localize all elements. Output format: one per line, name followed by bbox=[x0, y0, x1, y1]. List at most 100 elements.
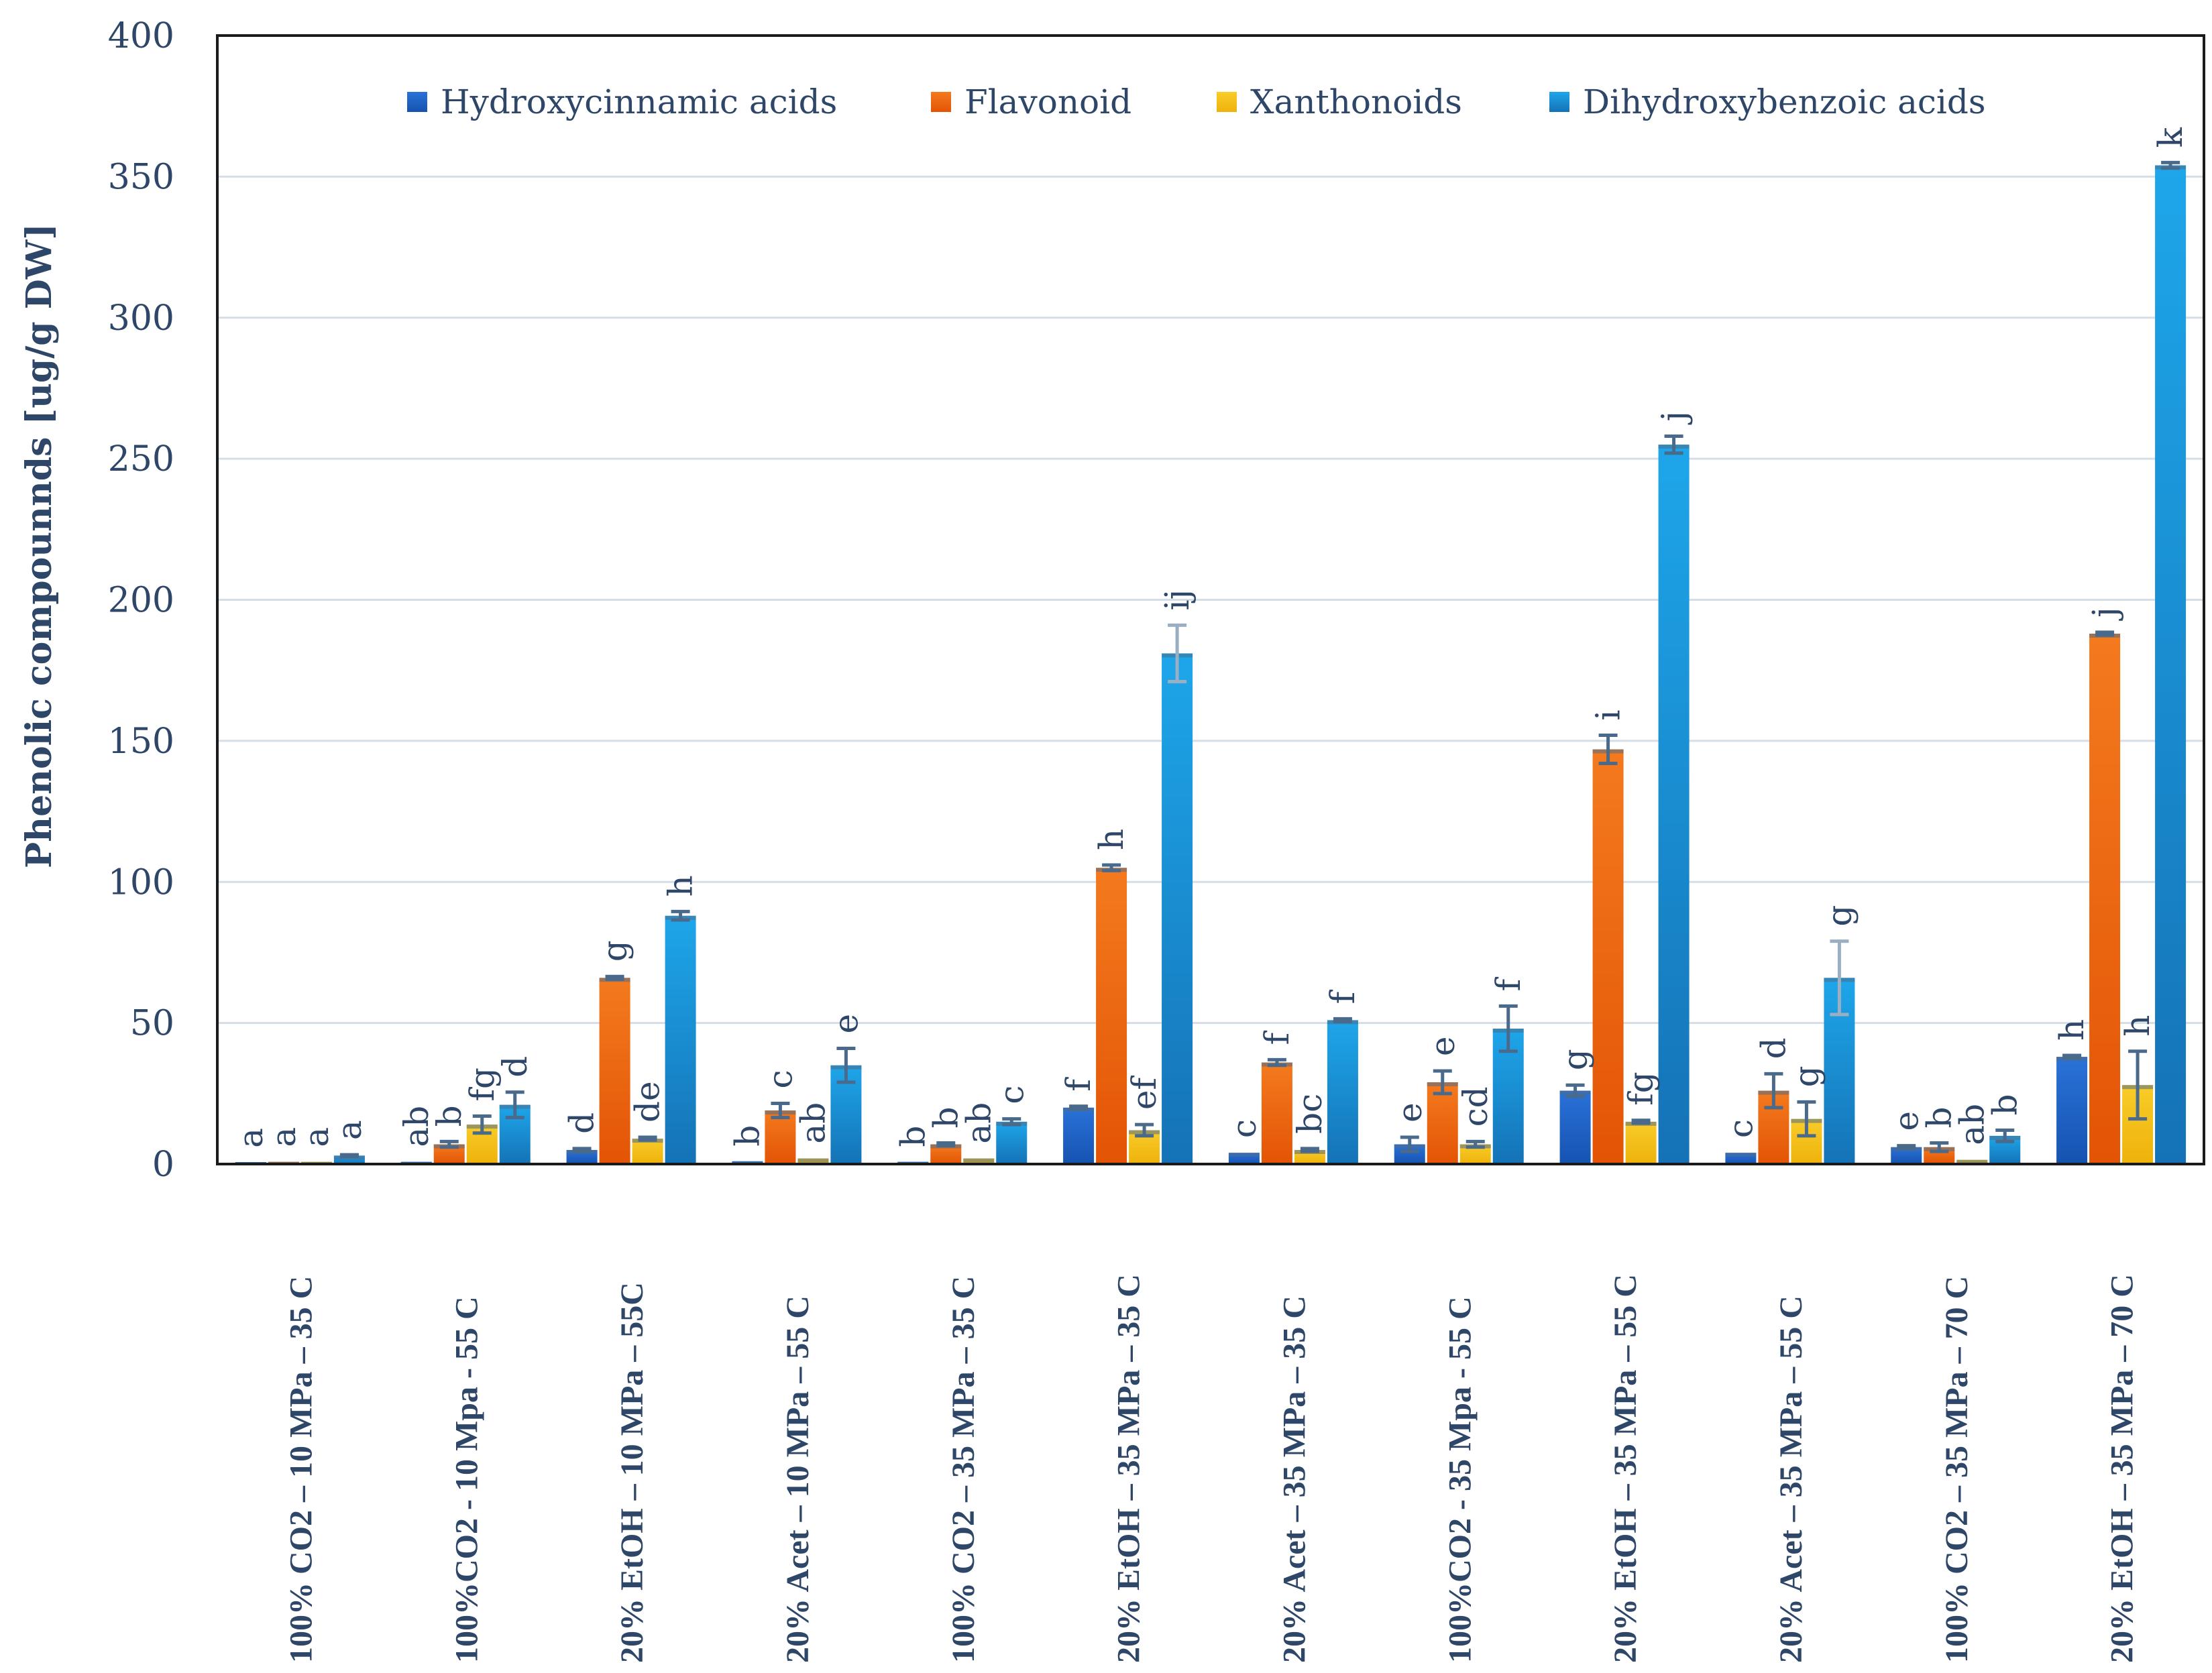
y-tick-label: 100 bbox=[108, 862, 174, 903]
y-tick-label: 350 bbox=[108, 157, 174, 197]
category-label: 100% CO2 – 35 MPa – 35 C bbox=[946, 1276, 981, 1663]
legend-label: Flavonoid bbox=[964, 82, 1131, 121]
significance-letter: h bbox=[661, 875, 700, 897]
significance-letter: ab bbox=[959, 1102, 998, 1144]
significance-letter: de bbox=[628, 1081, 667, 1122]
significance-letter: a bbox=[297, 1127, 336, 1147]
significance-letter: ef bbox=[1125, 1076, 1164, 1110]
category-label: 100%CO2 - 35 Mpa - 55 C bbox=[1442, 1296, 1478, 1663]
significance-letter: b bbox=[926, 1106, 965, 1128]
category-label: 100% CO2 – 35 MPa – 70 C bbox=[1939, 1276, 1975, 1663]
significance-letter: cd bbox=[1456, 1086, 1495, 1127]
y-tick-label: 0 bbox=[152, 1145, 174, 1185]
y-axis-label: Phenolic compounnds [ug/g DW] bbox=[19, 223, 60, 868]
significance-letter: c bbox=[1721, 1119, 1760, 1138]
bar bbox=[1658, 445, 1690, 1164]
significance-letter: e bbox=[1887, 1111, 1926, 1131]
significance-letter: g bbox=[1787, 1065, 1826, 1087]
y-tick-label: 300 bbox=[108, 298, 174, 339]
bar-top-cap bbox=[797, 1158, 829, 1163]
significance-letter: b bbox=[728, 1125, 767, 1147]
category-label: 20% Acet – 10 MPa – 55 C bbox=[780, 1295, 816, 1663]
significance-letter: b bbox=[893, 1126, 932, 1147]
category-label: 20% Acet – 35 MPa – 55 C bbox=[1773, 1295, 1809, 1663]
significance-letter: c bbox=[761, 1070, 799, 1089]
significance-letter: g bbox=[1820, 905, 1859, 927]
y-tick-label: 150 bbox=[108, 722, 174, 762]
significance-letter: fg bbox=[463, 1068, 502, 1102]
significance-letter: ab bbox=[397, 1106, 436, 1147]
bar bbox=[632, 1139, 663, 1164]
bar bbox=[665, 915, 696, 1164]
error-bars bbox=[339, 160, 2180, 1159]
legend-label: Xanthonoids bbox=[1250, 82, 1462, 121]
y-axis-ticks: 0 50 100 150 200 250 300 350 400 bbox=[108, 16, 174, 1185]
significance-letter: e bbox=[826, 1014, 865, 1034]
significance-letter: b bbox=[1920, 1106, 1958, 1128]
bar-top-cap bbox=[732, 1161, 763, 1164]
significance-letter: d bbox=[563, 1112, 602, 1134]
y-tick-label: 250 bbox=[108, 439, 174, 479]
bar bbox=[2056, 1057, 2088, 1164]
bar-top-cap bbox=[1228, 1153, 1260, 1157]
significance-letter: e bbox=[1390, 1102, 1429, 1122]
significance-letter: f bbox=[1323, 989, 1362, 1004]
legend-label: Hydroxycinnamic acids bbox=[441, 82, 837, 121]
legend-swatch bbox=[1217, 92, 1237, 112]
significance-letter: bc bbox=[1290, 1094, 1329, 1134]
x-axis-categories: 100% CO2 – 10 MPa – 35 C 100%CO2 - 10 Mpa… bbox=[283, 1274, 2140, 1663]
significance-letter: g bbox=[1556, 1049, 1595, 1070]
bar bbox=[765, 1110, 796, 1164]
category-label: 20% EtOH – 35 MPa – 55 C bbox=[1608, 1274, 1643, 1663]
significance-letter: ab bbox=[793, 1102, 832, 1144]
category-label: 20% EtOH – 10 MPa – 55C bbox=[614, 1282, 650, 1663]
bar-top-cap bbox=[1725, 1153, 1757, 1157]
significance-letter: h bbox=[2118, 1015, 2157, 1036]
bar bbox=[1427, 1082, 1458, 1164]
legend-label: Dihydroxybenzoic acids bbox=[1583, 82, 1986, 121]
significance-letter: j bbox=[2085, 607, 2124, 621]
gridlines bbox=[217, 175, 2204, 1165]
bar-top-cap bbox=[963, 1158, 995, 1163]
significance-letter: b bbox=[430, 1105, 469, 1127]
legend-swatch bbox=[407, 92, 427, 112]
significance-letter: f bbox=[1258, 1030, 1296, 1045]
category-label: 20% EtOH – 35 MPa – 35 C bbox=[1111, 1274, 1147, 1663]
significance-letter: a bbox=[264, 1127, 303, 1147]
bar bbox=[599, 978, 630, 1164]
bar bbox=[2155, 165, 2187, 1164]
bar bbox=[1261, 1062, 1292, 1164]
significance-letter: ab bbox=[1952, 1104, 1991, 1145]
significance-letter: a bbox=[231, 1128, 270, 1148]
significance-letter: i bbox=[1589, 709, 1628, 720]
significance-letter: k bbox=[2151, 127, 2190, 148]
bar bbox=[1559, 1090, 1591, 1164]
significance-letter: ij bbox=[1158, 589, 1197, 611]
bar bbox=[1625, 1121, 1657, 1164]
significance-letter: j bbox=[1655, 411, 1694, 425]
y-tick-label: 50 bbox=[130, 1004, 174, 1044]
bar bbox=[996, 1121, 1028, 1164]
significance-letter: g bbox=[596, 940, 634, 962]
y-tick-label: 400 bbox=[108, 16, 174, 56]
significance-letter: h bbox=[2052, 1019, 2091, 1041]
bar bbox=[1096, 868, 1127, 1164]
significance-letter: c bbox=[992, 1086, 1031, 1104]
significance-letter: c bbox=[1225, 1119, 1264, 1138]
significance-letter: d bbox=[496, 1056, 535, 1078]
bars bbox=[235, 165, 2187, 1164]
category-label: 100% CO2 – 10 MPa – 35 C bbox=[283, 1276, 319, 1663]
category-label: 100%CO2 - 10 Mpa - 55 C bbox=[449, 1296, 484, 1663]
significance-letter: h bbox=[1092, 829, 1131, 850]
plot-frame bbox=[216, 34, 2205, 1165]
bar bbox=[1063, 1107, 1095, 1164]
bar bbox=[2089, 633, 2121, 1164]
bar bbox=[1592, 749, 1624, 1164]
significance-letter: fg bbox=[1622, 1072, 1661, 1106]
bar-top-cap bbox=[1956, 1159, 1988, 1164]
bar bbox=[1327, 1020, 1358, 1164]
significance-letter: f bbox=[1059, 1077, 1098, 1092]
legend: Hydroxycinnamic acids Flavonoid Xanthonoid… bbox=[407, 82, 1986, 121]
